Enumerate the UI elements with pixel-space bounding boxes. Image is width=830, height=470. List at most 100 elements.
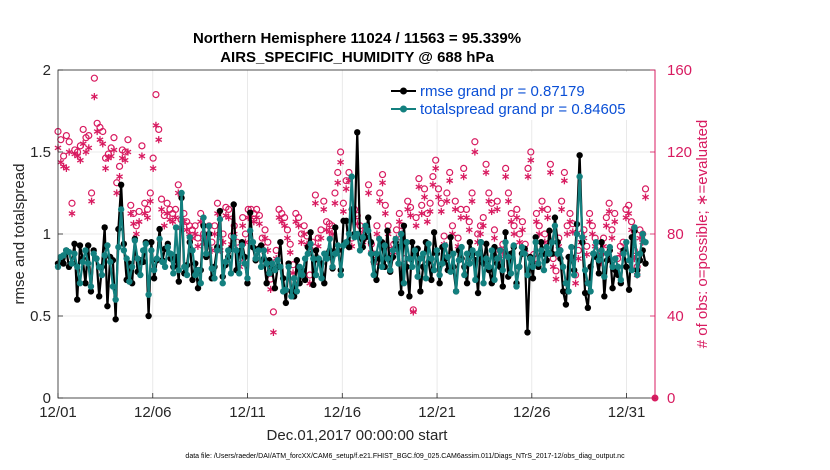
totalspread-point bbox=[68, 260, 75, 267]
possible-obs-marker bbox=[440, 232, 448, 240]
totalspread-point bbox=[230, 234, 237, 241]
totalspread-point bbox=[345, 230, 353, 238]
totalspread-point bbox=[524, 271, 531, 279]
totalspread-point bbox=[441, 242, 449, 249]
evaluated-obs-marker bbox=[532, 218, 540, 226]
possible-obs-marker bbox=[90, 74, 98, 82]
totalspread-point bbox=[414, 273, 421, 280]
totalspread-point bbox=[447, 268, 454, 275]
asterisk-stroke bbox=[269, 330, 277, 335]
rmse-point bbox=[524, 329, 531, 336]
asterisk-stroke bbox=[283, 235, 291, 241]
possible-obs-marker bbox=[171, 205, 180, 213]
possible-obs-marker bbox=[87, 189, 96, 197]
totalspread-point bbox=[551, 222, 559, 229]
evaluated-obs-marker bbox=[588, 230, 596, 238]
rmse-point bbox=[84, 242, 92, 249]
totalspread-point bbox=[428, 255, 435, 262]
rmse-point bbox=[625, 286, 633, 293]
totalspread-point bbox=[203, 250, 210, 257]
asterisk-stroke bbox=[479, 223, 487, 229]
asterisk-stroke bbox=[407, 213, 414, 218]
totalspread-point bbox=[87, 283, 95, 290]
possible-obs-marker bbox=[68, 199, 76, 207]
evaluated-obs-marker bbox=[121, 156, 129, 164]
totalspread-point bbox=[430, 266, 438, 274]
totalspread-point bbox=[535, 260, 542, 267]
totalspread-point bbox=[194, 266, 202, 274]
asterisk-stroke bbox=[278, 219, 286, 225]
totalspread-point bbox=[104, 242, 111, 249]
possible-obs-marker bbox=[415, 175, 423, 183]
asterisk-stroke bbox=[513, 215, 521, 220]
totalspread-point bbox=[395, 260, 402, 267]
evaluated-obs-marker bbox=[460, 173, 468, 181]
asterisk-stroke bbox=[574, 256, 582, 261]
y-left-tick-label: 1 bbox=[43, 226, 51, 243]
totalspread-point bbox=[293, 288, 301, 295]
rmse-point bbox=[609, 284, 616, 292]
totalspread-point bbox=[562, 280, 570, 287]
y-axis-right-label: # of obs: o=possible; ∗=evaluated bbox=[694, 120, 711, 349]
totalspread-point bbox=[175, 266, 182, 274]
totalspread-point bbox=[117, 206, 125, 213]
totalspread-point bbox=[214, 247, 221, 254]
evaluated-obs-marker bbox=[281, 222, 289, 230]
asterisk-stroke bbox=[563, 231, 571, 237]
evaluated-obs-marker bbox=[331, 199, 339, 207]
evaluated-obs-marker bbox=[516, 238, 524, 246]
totalspread-point bbox=[573, 230, 581, 238]
possible-obs-marker bbox=[443, 189, 451, 197]
asterisk-stroke bbox=[194, 243, 202, 249]
asterisk-stroke bbox=[158, 207, 165, 212]
asterisk-stroke bbox=[127, 211, 135, 216]
evaluated-obs-marker bbox=[376, 197, 384, 205]
asterisk-stroke bbox=[286, 250, 294, 255]
y-axis-left: 0 0.5 1 1.5 2 bbox=[30, 62, 63, 407]
asterisk-stroke bbox=[255, 221, 263, 227]
rmse-point bbox=[354, 129, 361, 136]
totalspread-point bbox=[167, 250, 174, 257]
rmse-point bbox=[384, 227, 391, 234]
possible-obs-marker bbox=[641, 185, 650, 193]
asterisk-stroke bbox=[132, 231, 140, 237]
totalspread-point bbox=[296, 263, 303, 270]
asterisk-stroke bbox=[429, 182, 437, 188]
evaluated-obs-marker bbox=[482, 168, 490, 177]
totalspread-point bbox=[439, 260, 446, 267]
evaluated-obs-marker bbox=[451, 205, 459, 213]
asterisk-stroke bbox=[152, 122, 160, 128]
asterisk-stroke bbox=[418, 211, 426, 216]
asterisk-stroke bbox=[622, 215, 630, 220]
asterisk-stroke bbox=[342, 186, 350, 192]
possible-obs-marker bbox=[482, 160, 490, 168]
totalspread-point bbox=[529, 263, 537, 270]
totalspread-point bbox=[592, 239, 600, 246]
asterisk-stroke bbox=[130, 221, 137, 227]
evaluated-obs-marker bbox=[113, 189, 121, 197]
totalspread-point bbox=[101, 252, 108, 259]
asterisk-stroke bbox=[493, 207, 501, 212]
evaluated-obs-marker bbox=[457, 214, 465, 222]
asterisk-stroke bbox=[379, 180, 386, 186]
totalspread-point bbox=[82, 247, 89, 254]
evaluated-obs-marker bbox=[79, 140, 87, 148]
totalspread-point bbox=[65, 248, 73, 256]
totalspread-point bbox=[411, 247, 419, 254]
evaluated-obs-marker bbox=[412, 222, 420, 230]
totalspread-point bbox=[436, 271, 443, 279]
possible-obs-marker bbox=[524, 164, 532, 172]
asterisk-stroke bbox=[144, 215, 151, 220]
evaluated-obs-marker bbox=[160, 222, 168, 230]
totalspread-point bbox=[315, 255, 323, 262]
evaluated-obs-marker bbox=[518, 226, 526, 234]
totalspread-point bbox=[406, 255, 413, 262]
totalspread-point bbox=[233, 247, 240, 254]
asterisk-stroke bbox=[432, 166, 440, 171]
possible-obs-marker bbox=[544, 205, 552, 213]
asterisk-stroke bbox=[135, 219, 143, 225]
totalspread-point bbox=[164, 243, 172, 251]
evaluated-obs-marker bbox=[342, 185, 350, 193]
totalspread-point bbox=[598, 247, 605, 254]
totalspread-point bbox=[170, 270, 177, 277]
